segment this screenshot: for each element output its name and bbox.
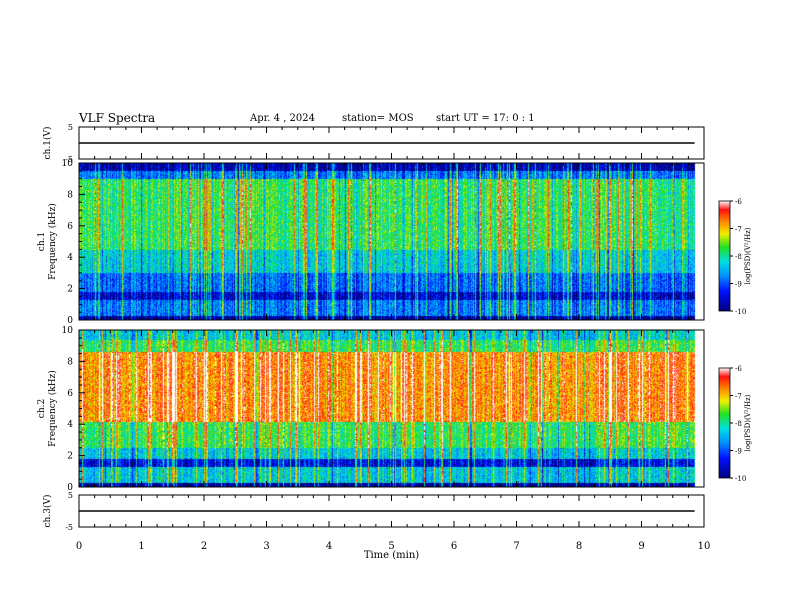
spec1-ytick-label: 2 [67, 285, 73, 295]
ch1-ylabel: ch.1(V) [42, 127, 53, 160]
spec2-ytick-label: 6 [67, 389, 73, 399]
spec2-colorbar-tick-label: -10 [735, 475, 746, 483]
spec1-ytick-label: 4 [67, 253, 73, 263]
xtick-label: 1 [138, 541, 144, 552]
spec2-colorbar [718, 367, 731, 479]
ch3-ytick-label: -5 [65, 523, 73, 532]
spec1-colorbar-label: log(PSD)(V²/Hz) [744, 227, 752, 284]
station-label: station= MOS [342, 113, 414, 124]
spec2-colorbar-tick-label: -6 [735, 365, 742, 373]
ch3-ylabel: ch.3(V) [42, 495, 53, 528]
spec2-ylabel-frequency: Frequency (kHz) [47, 370, 58, 447]
spec1-ytick-label: 10 [62, 159, 74, 169]
spec2-ylabel-channel: ch.2 [37, 399, 47, 418]
start-time-label: start UT = 17: 0 : 1 [436, 113, 535, 124]
spec2-colorbar-tick-label: -8 [735, 420, 742, 428]
xtick-label: 10 [698, 541, 711, 552]
xaxis-label: Time (min) [364, 550, 419, 561]
ch1-ytick-label: -5 [65, 155, 73, 164]
spec1-ytick-label: 0 [67, 316, 73, 326]
spec1-colorbar-tick-label: -8 [735, 253, 742, 261]
spec2-colorbar-tick-label: -7 [735, 393, 742, 401]
spec1-ylabel-frequency: Frequency (kHz) [47, 203, 58, 280]
xtick-label: 9 [638, 541, 644, 552]
spec1-ytick-label: 8 [67, 190, 73, 200]
spec1-ylabel-channel: ch.1 [37, 232, 47, 251]
xtick-label: 8 [576, 541, 582, 552]
spec1-spectrogram-image [79, 163, 704, 320]
spec2-ytick-label: 0 [67, 483, 73, 493]
xtick-label: 4 [326, 541, 332, 552]
ch1-ytick-label: 5 [68, 123, 73, 132]
spec1-colorbar-tick-label: -9 [735, 281, 742, 289]
spec2-spectrogram-image [79, 330, 704, 487]
xtick-label: 5 [388, 541, 394, 552]
spec2-colorbar-label: log(PSD)(V²/Hz) [744, 394, 752, 451]
spec2-ytick-label: 2 [67, 452, 73, 462]
spec2-ytick-label: 4 [67, 420, 73, 430]
spec2-ytick-label: 8 [67, 357, 73, 367]
date-label: Apr. 4 , 2024 [250, 113, 316, 124]
spec2-ytick-label: 10 [62, 326, 74, 336]
spec1-colorbar-tick-label: -7 [735, 226, 742, 234]
spec1-colorbar-tick-label: -6 [735, 198, 742, 206]
ch3-ytick-label: 5 [68, 491, 73, 500]
xtick-label: 2 [201, 541, 207, 552]
spec1-ytick-label: 6 [67, 222, 73, 232]
spec1-colorbar [718, 200, 731, 312]
spec2-colorbar-tick-label: -9 [735, 448, 742, 456]
xtick-label: 7 [513, 541, 519, 552]
chart-title: VLF Spectra [79, 111, 156, 125]
xtick-label: 6 [451, 541, 457, 552]
spec1-colorbar-tick-label: -10 [735, 308, 746, 316]
xtick-label: 3 [263, 541, 269, 552]
xtick-label: 0 [76, 541, 82, 552]
